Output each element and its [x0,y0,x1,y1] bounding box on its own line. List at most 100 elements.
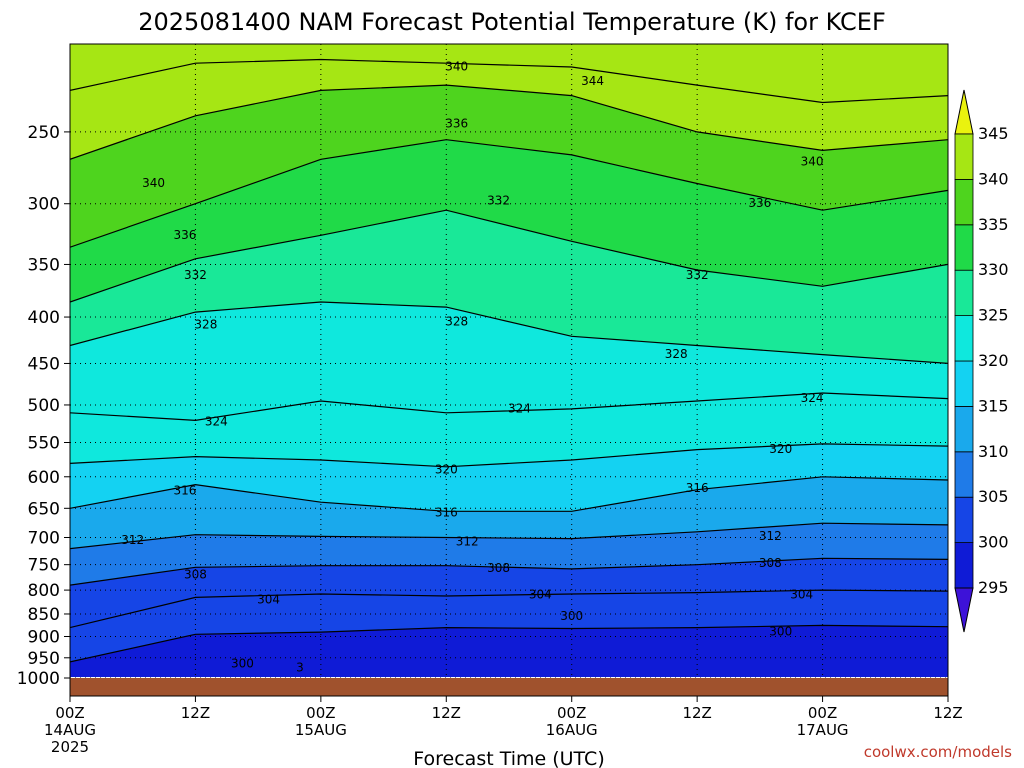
x-tick-label: 17AUG [797,721,849,739]
y-tick-label: 950 [28,649,60,669]
colorbar-bottom-arrow [954,587,974,633]
contour-308 [70,557,948,586]
contour-332 [70,209,948,303]
x-tick-label: 12Z [432,704,461,722]
contour-label: 300 [560,609,583,623]
contour-label: 308 [759,556,782,570]
y-tick-label: 900 [28,627,60,647]
contour-label: 308 [487,561,510,575]
contour-label: 316 [435,506,458,520]
y-tick-label: 800 [28,581,60,601]
contour-label: 312 [759,529,782,543]
x-tick-label: 00Z [557,704,586,722]
contour-316 [70,476,948,512]
x-tick-label: 12Z [682,704,711,722]
colorbar-tick-label: 295 [978,578,1009,597]
contour-label: 340 [445,59,468,73]
contour-label: 336 [445,116,468,130]
contour-340 [70,84,948,160]
colorbar-segment [954,133,974,180]
contour-label: 324 [508,401,531,415]
y-tick-label: 600 [28,468,60,488]
x-tick-label: 14AUG [44,721,96,739]
contour-label: 316 [686,481,709,495]
y-tick-label: 350 [28,255,60,275]
chart-title: 2025081400 NAM Forecast Potential Temper… [138,8,886,36]
y-tick-label: 250 [28,123,60,143]
y-axis: 2503003504004505005506006507007508008509… [17,123,70,689]
contour-lines [70,58,948,663]
colorbar: 295 300 305 310 315 320 325 330 335 340 345 [954,89,1009,633]
colorbar-segment [954,224,974,271]
colorbar-tick-label: 345 [978,124,1009,143]
colorbar-segment [954,315,974,362]
contour-324 [70,392,948,422]
x-tick-label: 00Z [306,704,335,722]
y-tick-label: 300 [28,195,60,215]
colorbar-tick-label: 340 [978,169,1009,188]
band-344 [70,44,948,103]
colorbar-segment [954,542,974,589]
contour-336 [70,139,948,248]
colorbar-top-arrow [954,89,974,135]
colorbar-tick-label: 320 [978,351,1009,370]
contour-344 [70,58,948,104]
y-tick-label: 450 [28,354,60,374]
contour-label: 340 [142,176,165,190]
contour-label: 300 [231,656,254,670]
contour-label: 328 [194,317,217,331]
colorbar-tick-label: 300 [978,533,1009,552]
contour-label: 3 [296,661,304,675]
y-tick-label: 550 [28,433,60,453]
contour-labels: 300 304 308 312 316 320 324 328 332 336 340 340 344 3… [121,59,823,674]
x-axis-label: Forecast Time (UTC) [413,748,604,768]
y-tick-label: 850 [28,605,60,625]
x-tick-label: 00Z [808,704,837,722]
colorbar-segment [954,451,974,498]
x-tick-label: 00Z [55,704,84,722]
contour-label: 344 [581,74,604,88]
y-tick-label: 500 [28,396,60,416]
terrain-ground [70,678,948,696]
colorbar-segment [954,405,974,453]
contour-label: 340 [801,155,824,169]
contour-label: 332 [686,268,709,282]
contour-label: 308 [184,568,207,582]
contour-label: 316 [174,483,197,497]
contour-304 [70,589,948,629]
x-tick-label: 12Z [933,704,962,722]
contour-label: 300 [769,625,792,639]
x-tick-label: 12Z [181,704,210,722]
credit-text[interactable]: coolwx.com/models [864,743,1012,761]
contour-label: 328 [665,347,688,361]
contour-label: 332 [487,194,510,208]
y-tick-label: 750 [28,556,60,576]
contour-label: 304 [529,587,552,601]
x-tick-label: 2025 [51,738,89,756]
x-tick-label: 16AUG [546,721,598,739]
colorbar-tick-label: 330 [978,260,1009,279]
contour-label: 320 [769,442,792,456]
contour-label: 304 [257,592,280,606]
contour-label: 312 [121,533,144,547]
contour-label: 328 [445,314,468,328]
colorbar-segment [954,496,974,544]
contour-label: 324 [801,391,824,405]
contour-label: 324 [205,414,228,428]
contour-312 [70,522,948,550]
filled-contour-bands [70,44,948,677]
contour-label: 312 [456,534,479,548]
contour-label: 336 [748,196,771,210]
colorbar-tick-label: 335 [978,215,1009,234]
contour-label: 332 [184,268,207,282]
colorbar-segment [954,269,974,317]
colorbar-tick-label: 315 [978,396,1009,415]
plot-frame [69,43,949,697]
contour-label: 336 [174,228,197,242]
colorbar-segment [954,178,974,226]
y-tick-label: 400 [28,308,60,328]
contour-328 [70,301,948,364]
colorbar-segment [954,360,974,407]
contour-320 [70,443,948,468]
